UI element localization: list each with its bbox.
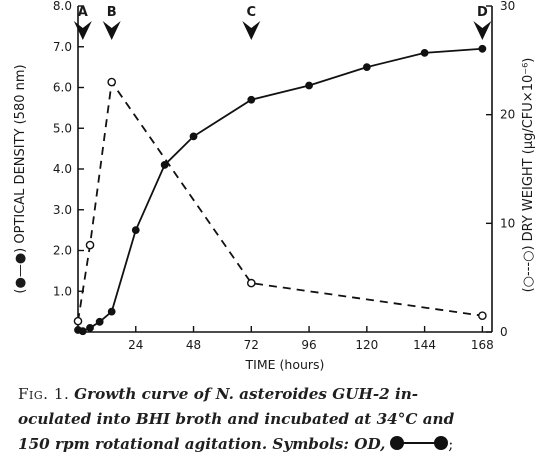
right-tick-label: 20 (500, 108, 515, 122)
od-data-point (131, 226, 140, 235)
left-tick-label: 3.0 (53, 203, 72, 217)
od-data-point (362, 63, 371, 72)
right-tick-label: 0 (500, 325, 508, 339)
event-marker-label: A (78, 5, 88, 20)
event-marker-arrow (102, 21, 121, 40)
left-tick-label: 5.0 (53, 121, 72, 135)
left-tick-label: 4.0 (53, 162, 72, 176)
od-data-point (86, 324, 94, 332)
event-marker-arrow (73, 21, 92, 40)
right-tick-label: 10 (500, 216, 515, 230)
caption-line-3: 150 rpm rotational agitation. Symbols: O… (18, 435, 386, 453)
event-marker-label: D (477, 5, 488, 20)
left-tick-label: 2.0 (53, 244, 72, 258)
caption-line-2: oculated into BHI broth and incubated at… (18, 410, 455, 428)
figure-caption: Fig. 1. Growth curve of N. asteroides GU… (18, 382, 546, 457)
dry-weight-series-line (77, 79, 483, 322)
od-data-point (305, 81, 313, 90)
dry-weight-data-point (107, 77, 116, 87)
dry-weight-data-point (85, 240, 95, 250)
od-data-point (78, 327, 87, 336)
x-tick-label: 24 (128, 338, 143, 352)
right-axis-label: (○---○) DRY WEIGHT (μg/CFU×10⁻⁶) (521, 58, 536, 293)
dry-weight-data-point (73, 316, 83, 326)
caption-line-3-end: ; (448, 435, 454, 453)
x-tick-label: 48 (186, 338, 201, 352)
od-legend-symbol (390, 436, 449, 450)
od-series-line (77, 47, 483, 333)
figure-label: Fig. 1. (18, 385, 70, 403)
x-tick-label: 120 (355, 338, 378, 352)
od-data-point (189, 132, 198, 141)
event-marker-label: C (247, 5, 257, 20)
x-axis-label: TIME (hours) (245, 357, 325, 372)
left-tick-label: 8.0 (53, 0, 72, 13)
left-tick-label: 7.0 (53, 40, 72, 54)
od-data-point (420, 48, 429, 57)
od-data-point (95, 317, 104, 326)
event-marker-arrow (473, 21, 492, 40)
dry-weight-data-point (247, 278, 256, 288)
x-tick-label: 168 (471, 338, 494, 352)
od-data-point (160, 161, 169, 169)
left-tick-label: 6.0 (53, 81, 72, 95)
x-tick-label: 96 (301, 338, 316, 352)
event-marker-arrow (242, 21, 261, 40)
x-tick-label: 144 (413, 338, 436, 352)
event-marker-label: B (107, 5, 117, 20)
caption-line-1: Growth curve of N. asteroides GUH-2 in- (74, 385, 419, 403)
dry-weight-data-point (478, 311, 487, 321)
od-data-point (247, 95, 256, 104)
x-tick-label: 72 (244, 338, 259, 352)
od-data-point (107, 307, 116, 316)
left-axis-label: (●—●) OPTICAL DENSITY (580 nm) (13, 64, 28, 293)
right-tick-label: 30 (500, 0, 515, 13)
left-tick-label: 1.0 (53, 284, 72, 298)
growth-curve-chart: 1.0 2.0 3.0 4.0 5.0 6.0 7.0 8.0 0 10 20 30 24 48 72 96 1… (13, 0, 536, 372)
od-data-point (478, 44, 487, 53)
